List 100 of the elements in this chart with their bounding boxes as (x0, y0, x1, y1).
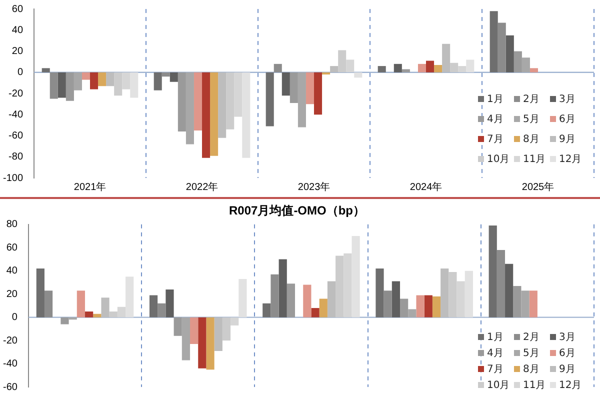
bar (149, 295, 158, 318)
legend-label: 5月 (522, 113, 540, 126)
bar (314, 72, 322, 115)
y-tick-label: -60 (8, 130, 24, 142)
bar (186, 72, 194, 144)
legend-label: 9月 (558, 133, 576, 146)
bar (266, 72, 274, 126)
bar (303, 284, 312, 318)
bar (440, 268, 449, 318)
bar (513, 286, 522, 318)
legend-label: 4月 (486, 347, 504, 360)
bar (394, 64, 402, 72)
bar (98, 72, 106, 86)
bar (101, 298, 110, 318)
bar (93, 314, 102, 318)
bar (298, 72, 306, 128)
y-tick-label: 0 (17, 67, 24, 78)
legend-label: 7月 (486, 363, 504, 376)
bar (210, 72, 218, 156)
bar (505, 264, 514, 318)
legend-label: 11月 (522, 379, 547, 392)
bar (522, 58, 530, 72)
bar (530, 68, 538, 72)
bar (442, 44, 450, 72)
bar (306, 72, 314, 104)
bar (514, 51, 522, 72)
bar (416, 295, 424, 318)
bar (488, 226, 497, 318)
y-tick-label: -20 (8, 88, 24, 100)
bar (506, 35, 514, 72)
bar (238, 278, 247, 318)
bar (44, 290, 53, 318)
bar (174, 317, 182, 336)
bar (490, 11, 498, 72)
legend-label: 2月 (522, 331, 540, 344)
bar (82, 72, 90, 80)
bar (182, 317, 190, 360)
legend-label: 6月 (558, 113, 576, 126)
bar (434, 64, 442, 72)
legend-label: 12月 (558, 153, 583, 166)
legend-label: 5月 (522, 347, 540, 360)
y-tick-label: 20 (12, 46, 24, 57)
bar (278, 259, 287, 318)
bar (74, 72, 82, 90)
bar (218, 72, 226, 138)
bar (76, 290, 86, 318)
bar (521, 290, 530, 318)
bar (190, 317, 198, 344)
bar (194, 72, 202, 130)
y-tick-label: 60 (12, 4, 24, 15)
bar (426, 60, 434, 72)
bar (286, 284, 296, 318)
bar (50, 72, 58, 99)
y-tick-label: -80 (8, 152, 24, 163)
bar (424, 295, 432, 318)
bar (496, 250, 506, 318)
bar (290, 72, 298, 104)
bar (311, 308, 320, 318)
bar (262, 303, 271, 318)
legend-label: 8月 (522, 133, 540, 146)
bar (158, 303, 166, 318)
bar (198, 317, 206, 368)
bar (170, 72, 178, 82)
legend-label: 3月 (558, 331, 576, 344)
y-tick-label: -60 (3, 382, 18, 393)
legend-label: 1月 (486, 93, 504, 106)
bar (206, 317, 214, 370)
bar (270, 274, 279, 318)
legend-label: 7月 (486, 133, 504, 146)
bar (529, 290, 538, 318)
bar (408, 309, 416, 318)
bar (319, 298, 328, 318)
x-tick-label: 2024年 (410, 180, 442, 193)
y-tick-label: 0 (12, 312, 18, 324)
bar (384, 290, 392, 318)
chart-title: R007月均值-OMO（bp） (228, 204, 366, 218)
legend-label: 12月 (558, 379, 583, 392)
bar (166, 289, 174, 318)
x-tick-label: 2022年 (186, 180, 218, 193)
bar (214, 317, 222, 351)
bar (282, 72, 290, 96)
bar (418, 64, 426, 72)
legend-label: 11月 (522, 153, 547, 166)
bar (178, 72, 186, 132)
legend-label: 4月 (486, 113, 504, 126)
bar (42, 68, 50, 72)
x-tick-label: 2023年 (298, 180, 330, 193)
bar (60, 317, 69, 324)
bar (392, 281, 400, 318)
y-tick-label: 20 (6, 288, 18, 300)
bar (85, 312, 94, 318)
bar (202, 72, 210, 158)
y-tick-label: -100 (3, 172, 24, 184)
bar (327, 281, 336, 318)
bar (402, 69, 410, 72)
bar (58, 72, 66, 98)
bar (36, 268, 44, 318)
legend-label: 9月 (558, 363, 576, 376)
bar (274, 64, 282, 72)
bar (498, 22, 506, 72)
